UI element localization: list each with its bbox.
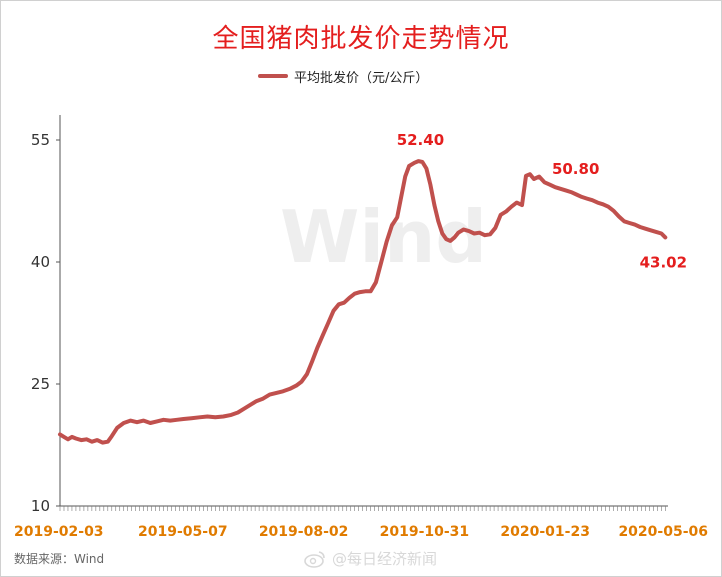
x-tick-label: 2019-10-31 <box>380 524 470 540</box>
data-label: 50.80 <box>552 160 599 178</box>
legend: 平均批发价（元/公斤） <box>258 66 428 86</box>
axes: 10 25 40 55 2019-02-03 2019-05-07 2019-08-02 20… <box>14 115 708 540</box>
weibo-watermark: @每日经济新闻 <box>304 548 437 569</box>
legend-swatch <box>258 74 288 78</box>
weibo-icon <box>304 550 325 568</box>
legend-label: 平均批发价（元/公斤） <box>294 70 429 86</box>
x-tick-label: 2020-01-23 <box>500 524 590 540</box>
x-tick-label: 2019-05-07 <box>138 524 228 540</box>
y-tick-label: 10 <box>31 497 50 515</box>
data-label: 43.02 <box>640 253 687 271</box>
series-layer <box>58 159 668 445</box>
data-source-note: 数据来源：Wind <box>14 552 105 566</box>
chart-title: 全国猪肉批发价走势情况 <box>212 24 510 54</box>
annotation-layer: 52.40 50.80 43.02 <box>397 131 687 271</box>
y-tick-label: 40 <box>31 253 50 271</box>
series-line-average-wholesale-price <box>58 159 668 445</box>
weibo-account: @每日经济新闻 <box>332 550 438 568</box>
x-tick-label: 2019-02-03 <box>14 524 104 540</box>
y-tick-label: 25 <box>31 375 50 393</box>
x-tick-label: 2019-08-02 <box>259 524 349 540</box>
x-tick-label: 2020-05-06 <box>618 524 708 540</box>
y-tick-label: 55 <box>31 131 50 149</box>
data-label: 52.40 <box>397 131 444 149</box>
